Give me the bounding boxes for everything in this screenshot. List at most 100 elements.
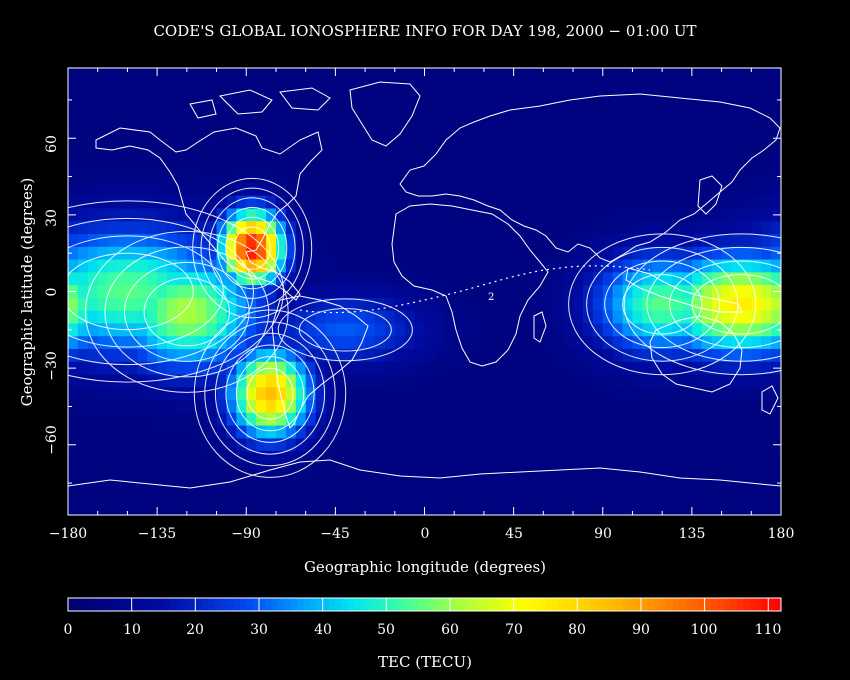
tec-cell [236,195,247,210]
tec-cell [167,272,178,286]
tec-cell [771,412,781,427]
colorbar-cell [736,598,744,611]
tec-cell [444,170,455,184]
tec-cell [652,106,663,120]
tec-cell [523,68,535,82]
tec-cell [226,425,237,439]
tec-cell [553,259,564,273]
tec-cell [751,400,762,414]
tec-cell [394,489,406,503]
colorbar-cell [150,598,158,611]
colorbar-cell [774,598,782,611]
tec-cell [444,259,455,273]
tec-cell [186,93,198,107]
tec-cell [305,157,317,171]
tec-cell [711,451,723,465]
tec-cell [137,246,148,261]
tec-cell [404,221,416,235]
tec-cell [503,348,515,363]
tec-cell [493,323,505,337]
tec-cell [582,246,594,261]
tec-cell [305,361,317,376]
tec-cell [147,476,158,491]
tec-cell [563,438,574,452]
tec-cell [147,259,158,273]
tec-cell [345,489,356,503]
tec-cell [186,234,198,248]
tec-cell [345,119,356,133]
tec-cell [771,451,781,465]
tec-cell [325,80,336,95]
tec-cell [305,438,317,452]
tec-cell [186,119,198,133]
tec-cell [414,234,426,248]
tec-cell [305,182,317,197]
tec-cell [464,476,475,491]
tec-cell [305,131,317,146]
tec-cell [474,387,485,401]
tec-cell [117,131,129,146]
tec-cell [632,387,643,401]
tec-cell [563,259,574,273]
tec-cell [662,463,673,478]
tec-cell [186,285,198,299]
tec-cell [553,425,564,439]
tec-cell [226,387,237,401]
tec-cell [503,285,515,299]
tec-cell [167,68,178,82]
tec-cell [117,310,129,325]
tec-cell [176,106,188,120]
tec-cell [612,425,624,439]
tec-cell [68,182,79,197]
tec-cell [176,310,188,325]
tec-cell [68,336,79,350]
tec-cell [454,451,465,465]
tec-cell [493,310,505,325]
tec-cell [701,387,713,401]
tec-cell [424,182,435,197]
tec-cell [394,387,406,401]
tec-cell [305,348,317,363]
tec-cell [573,272,584,286]
tec-cell [216,80,228,95]
tec-cell [256,502,267,515]
tec-cell [652,80,663,95]
tec-cell [563,208,574,222]
tec-heat-cells [68,68,781,515]
tec-cell [275,451,287,465]
tec-cell [117,502,129,515]
tec-cell [394,80,406,95]
tec-cell [592,68,604,82]
tec-cell [711,476,723,491]
tec-cell [414,476,426,491]
tec-cell [335,68,346,82]
tec-cell [196,259,208,273]
tec-cell [652,157,663,171]
tec-cell [256,323,267,337]
tec-cell [444,195,455,210]
tec-cell [414,131,426,146]
tec-contour [192,177,313,319]
tec-cell [97,170,109,184]
tec-cell [345,234,356,248]
tec-cell [652,246,663,261]
tec-cell [374,476,386,491]
tec-contour [204,321,336,467]
tec-cell [771,336,781,350]
tec-cell [315,119,327,133]
tec-cell [305,502,317,515]
tec-map: 2 [68,68,781,515]
tec-cell [761,412,772,427]
tec-cell [176,323,188,337]
colorbar-cell [545,598,553,611]
tec-cell [157,195,168,210]
tec-cell [87,348,99,363]
tec-cell [325,106,336,120]
tec-cell [147,80,158,95]
tec-cell [503,425,515,439]
tec-cell [256,144,267,158]
tec-cell [761,259,772,273]
tec-cell [731,463,742,478]
tec-cell [444,131,455,146]
tec-cell [761,246,772,261]
